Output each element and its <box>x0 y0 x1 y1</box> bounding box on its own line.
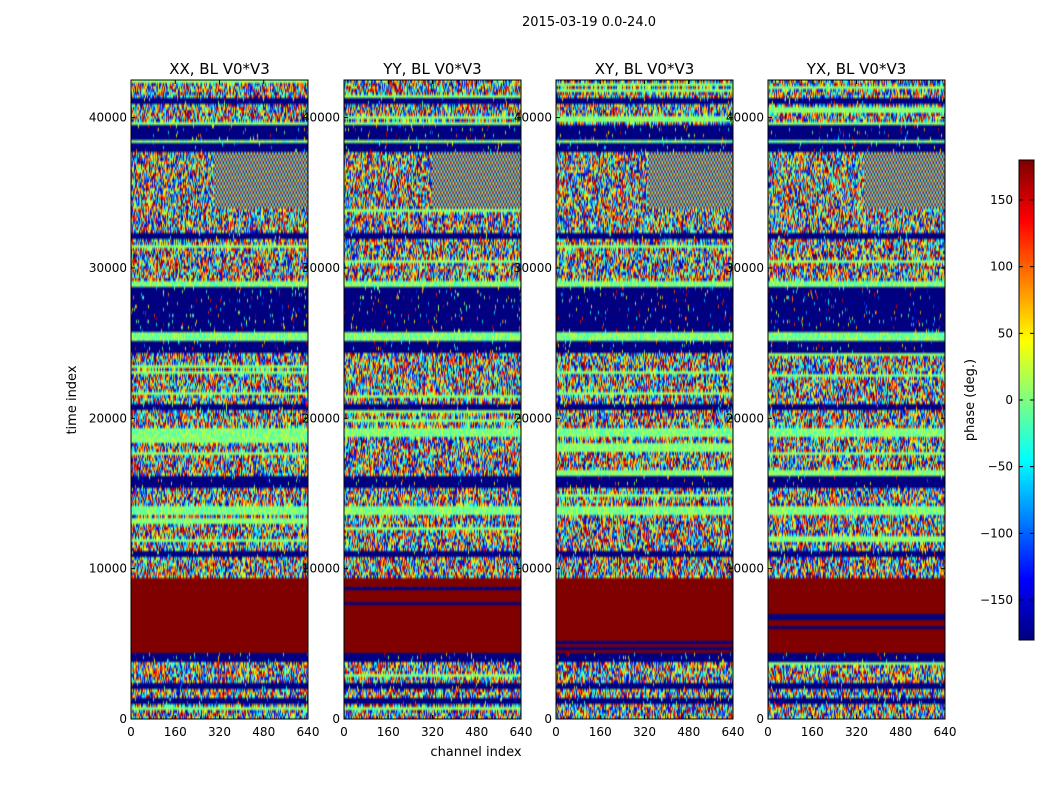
x-axis-label: channel index <box>430 745 521 760</box>
x-tick-label: 480 <box>677 725 700 739</box>
y-tick-label: 20000 <box>726 411 764 425</box>
colorbar-tick-label: 50 <box>998 326 1013 340</box>
y-tick-label: 0 <box>756 712 764 726</box>
colorbar-tick-label: 100 <box>990 260 1013 274</box>
x-tick-label: 320 <box>208 725 231 739</box>
panel-2: YY, BL V0*V3 0 160 320 480 640 0 10000 20000 3000… <box>302 60 533 739</box>
x-tick-label: 480 <box>252 725 275 739</box>
x-tick-label: 160 <box>589 725 612 739</box>
x-tick-label: 0 <box>764 725 772 739</box>
x-tick-label: 160 <box>801 725 824 739</box>
colorbar-gradient <box>1019 160 1034 640</box>
colorbar-tick-label: −150 <box>980 593 1013 607</box>
panel-1: XX, BL V0*V3 0 160 320 480 640 0 10000 20000 3000… <box>89 60 320 739</box>
y-tick-label: 30000 <box>89 261 127 275</box>
y-axis-label: time index <box>65 365 80 434</box>
y-tick-label: 0 <box>332 712 340 726</box>
figure-suptitle: 2015-03-19 0.0-24.0 <box>522 15 656 30</box>
x-tick-label: 320 <box>845 725 868 739</box>
panel-title-2: YY, BL V0*V3 <box>382 60 481 78</box>
panel-heatmap-4 <box>768 80 945 719</box>
panel-heatmap-1 <box>131 80 308 719</box>
colorbar-tick-label: 150 <box>990 193 1013 207</box>
x-tick-label: 480 <box>889 725 912 739</box>
x-tick-label: 320 <box>633 725 656 739</box>
x-tick-label: 640 <box>510 725 533 739</box>
y-tick-label: 10000 <box>726 562 764 576</box>
y-tick-label: 40000 <box>89 111 127 125</box>
y-tick-label: 20000 <box>89 411 127 425</box>
panel-3: XY, BL V0*V3 0 160 320 480 640 0 10000 20000 3000… <box>514 60 745 739</box>
panels: XX, BL V0*V3 0 160 320 480 640 0 10000 20000 3000… <box>89 60 957 739</box>
colorbar-label: phase (deg.) <box>963 359 978 441</box>
y-tick-label: 30000 <box>514 261 552 275</box>
x-tick-label: 160 <box>164 725 187 739</box>
y-tick-label: 10000 <box>302 562 340 576</box>
panel-title-4: YX, BL V0*V3 <box>806 60 907 78</box>
panel-heatmap-2 <box>344 80 521 719</box>
x-tick-label: 160 <box>377 725 400 739</box>
x-tick-label: 0 <box>552 725 560 739</box>
y-tick-label: 10000 <box>89 562 127 576</box>
x-tick-label: 480 <box>465 725 488 739</box>
y-tick-label: 0 <box>119 712 127 726</box>
y-tick-label: 30000 <box>726 261 764 275</box>
y-tick-label: 30000 <box>302 261 340 275</box>
y-tick-label: 0 <box>544 712 552 726</box>
x-tick-label: 0 <box>340 725 348 739</box>
colorbar-tick-label: −50 <box>988 460 1013 474</box>
panel-heatmap-3 <box>556 80 733 719</box>
y-tick-label: 40000 <box>514 111 552 125</box>
y-tick-label: 20000 <box>302 411 340 425</box>
x-tick-label: 640 <box>297 725 320 739</box>
colorbar-tick-label: 0 <box>1005 393 1013 407</box>
y-tick-label: 20000 <box>514 411 552 425</box>
x-tick-label: 0 <box>127 725 135 739</box>
x-tick-label: 640 <box>934 725 957 739</box>
panel-4: YX, BL V0*V3 0 160 320 480 640 0 10000 20000 3000… <box>726 60 957 739</box>
x-tick-label: 320 <box>421 725 444 739</box>
y-tick-label: 40000 <box>726 111 764 125</box>
x-tick-label: 640 <box>722 725 745 739</box>
panel-title-3: XY, BL V0*V3 <box>595 60 695 78</box>
colorbar-tick-label: −100 <box>980 526 1013 540</box>
panel-title-1: XX, BL V0*V3 <box>169 60 270 78</box>
colorbar: −150 −100 −50 0 50 100 150 <box>980 159 1035 641</box>
y-tick-label: 40000 <box>302 111 340 125</box>
y-tick-label: 10000 <box>514 562 552 576</box>
